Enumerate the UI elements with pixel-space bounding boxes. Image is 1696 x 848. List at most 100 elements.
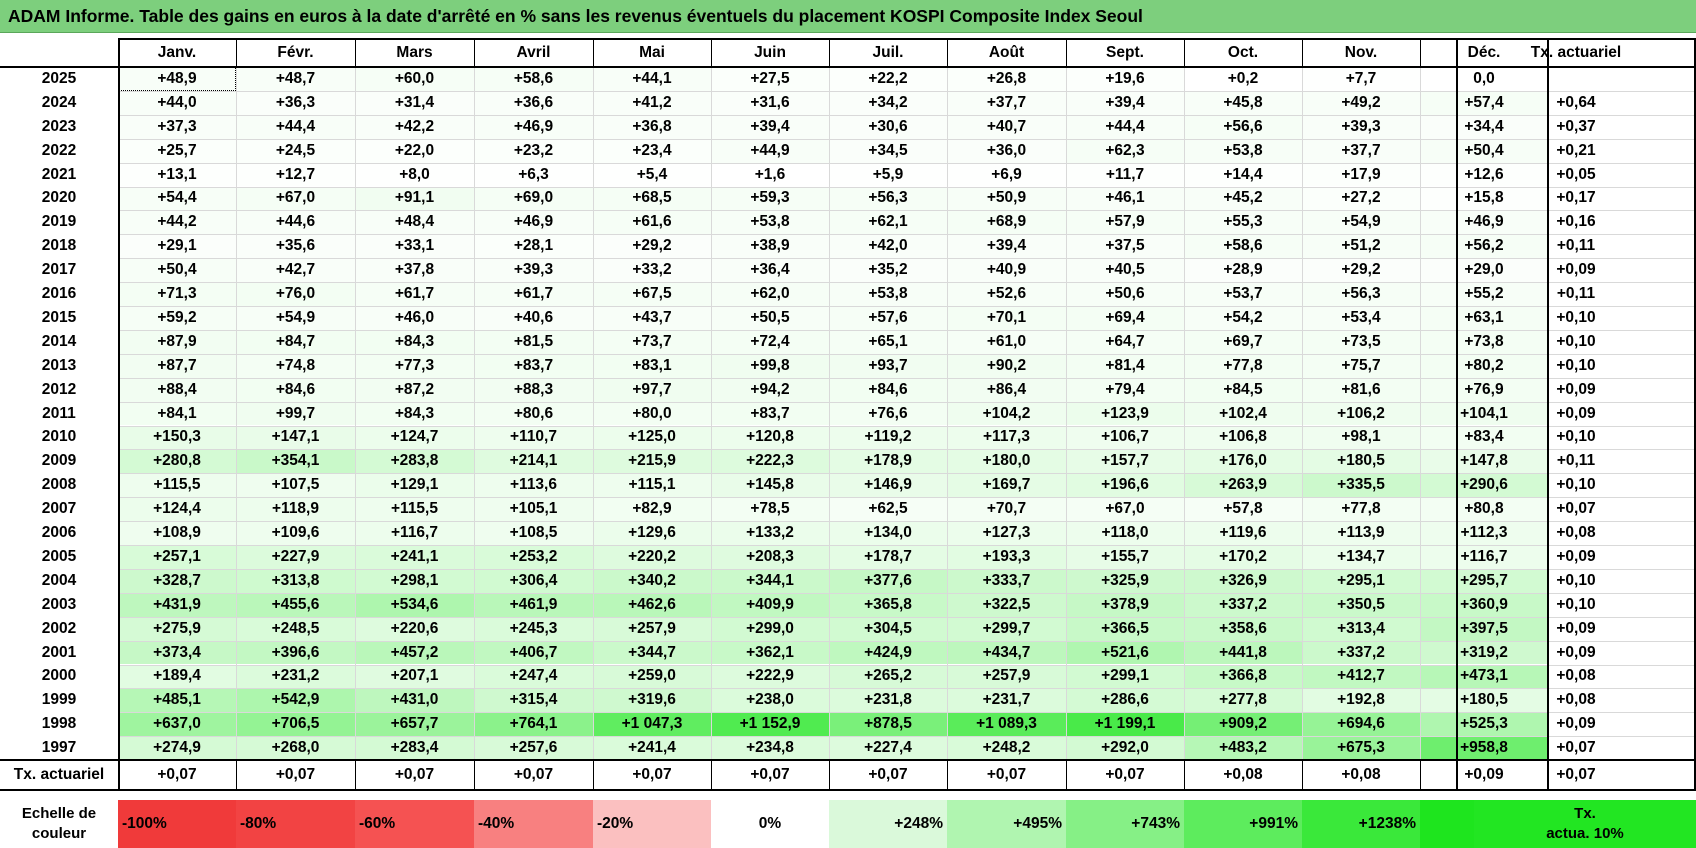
gain-cell: +70,1: [947, 306, 1066, 330]
table-border: [1420, 38, 1421, 67]
gain-cell: +91,1: [355, 186, 474, 211]
gain-cell: +333,7: [947, 568, 1066, 593]
gain-cell: +56,6: [1184, 114, 1302, 139]
table-border: [1302, 38, 1303, 67]
gain-cell: +1,6: [711, 162, 829, 187]
footer-rate: +0,07: [157, 766, 197, 784]
gain-cell: +27,5: [711, 67, 829, 91]
year-label: 2018: [41, 237, 77, 255]
gridline: [1456, 401, 1696, 403]
year-label: 2008: [41, 476, 77, 494]
gain-cell: +56,3: [829, 186, 947, 211]
gain-cell: +706,5: [236, 712, 355, 737]
gain-cell: +48,7: [236, 67, 355, 91]
gain-cell: +299,0: [711, 616, 829, 641]
color-scale-step: -80%: [236, 800, 355, 848]
gain-cell: +94,2: [711, 377, 829, 402]
gain-cell: +110,7: [474, 425, 593, 450]
gain-cell: +299,1: [1066, 664, 1184, 689]
gridline: [1456, 688, 1696, 690]
gain-cell: +104,1: [1420, 401, 1548, 426]
gain-cell: +58,6: [1184, 234, 1302, 259]
gridline: [1456, 353, 1696, 355]
gain-cell: +87,9: [118, 329, 236, 354]
rate-cell: +0,07: [1556, 500, 1596, 518]
year-label: 2005: [41, 547, 77, 565]
gain-cell: +263,9: [1184, 473, 1302, 498]
gridline: [1456, 114, 1696, 116]
table-border: [711, 38, 712, 67]
gain-cell: +325,9: [1066, 568, 1184, 593]
gain-cell: +214,1: [474, 449, 593, 474]
gain-cell: +72,4: [711, 329, 829, 354]
gridline: [118, 210, 1548, 212]
gain-cell: +193,3: [947, 545, 1066, 569]
year-label: 2017: [41, 261, 77, 279]
gain-cell: +82,9: [593, 497, 711, 522]
footer-rate: +0,07: [868, 766, 908, 784]
gain-cell: +117,3: [947, 425, 1066, 450]
year-label: 2020: [41, 189, 77, 207]
gain-cell: +76,0: [236, 282, 355, 306]
gain-cell: +134,7: [1302, 545, 1420, 569]
gain-cell: +48,4: [355, 210, 474, 235]
gridline: [118, 90, 1548, 92]
gain-cell: +31,4: [355, 90, 474, 115]
gridline: [118, 688, 1548, 690]
gain-cell: +62,0: [711, 282, 829, 306]
gain-cell: +29,1: [118, 234, 236, 259]
color-scale-step: +248%: [829, 800, 947, 848]
gridline: [1456, 497, 1696, 499]
month-header: Sept.: [1106, 43, 1144, 61]
gain-cell: +220,6: [355, 616, 474, 641]
year-label: 2012: [41, 380, 77, 398]
gain-cell: +39,3: [474, 258, 593, 283]
gain-cell: +457,2: [355, 640, 474, 665]
gain-cell: +313,4: [1302, 616, 1420, 641]
rate-cell: +0,10: [1556, 571, 1596, 589]
year-label: 2015: [41, 308, 77, 326]
gain-cell: +146,9: [829, 473, 947, 498]
gain-cell: +319,6: [593, 688, 711, 713]
gridline: [1456, 377, 1696, 379]
footer-border: [1456, 789, 1696, 791]
gridline: [118, 282, 1548, 284]
gain-cell: +19,6: [1066, 67, 1184, 91]
gain-cell: +358,6: [1184, 616, 1302, 641]
gain-cell: +29,2: [1302, 258, 1420, 283]
gain-cell: +50,4: [1420, 138, 1548, 163]
gain-cell: +40,5: [1066, 258, 1184, 283]
gain-cell: +295,1: [1302, 568, 1420, 593]
gain-cell: +36,4: [711, 258, 829, 283]
gain-cell: +115,5: [355, 497, 474, 522]
footer-border: [118, 760, 120, 790]
gain-cell: +37,3: [118, 114, 236, 139]
gain-cell: +299,7: [947, 616, 1066, 641]
gridline: [118, 377, 1548, 379]
gain-cell: +764,1: [474, 712, 593, 737]
table-border: [1184, 38, 1185, 67]
gain-cell: +286,6: [1066, 688, 1184, 713]
gain-cell: +14,4: [1184, 162, 1302, 187]
selected-cell[interactable]: [118, 67, 236, 91]
footer-rate: +0,07: [275, 766, 316, 784]
gain-cell: +69,7: [1184, 329, 1302, 354]
gain-cell: +108,9: [118, 521, 236, 545]
gain-cell: +231,7: [947, 688, 1066, 713]
gain-cell: +73,8: [1420, 329, 1548, 354]
gain-cell: +44,4: [1066, 114, 1184, 139]
gain-cell: +86,4: [947, 377, 1066, 402]
gain-cell: +147,8: [1420, 449, 1548, 474]
gain-cell: +57,6: [829, 306, 947, 330]
gain-cell: +222,9: [711, 664, 829, 689]
rate-cell: +0,08: [1556, 667, 1596, 685]
gain-cell: +84,1: [118, 401, 236, 426]
year-label: 2009: [41, 452, 77, 470]
footer-border: [1420, 760, 1421, 790]
gain-cell: +45,8: [1184, 90, 1302, 115]
gridline: [1456, 640, 1696, 642]
gain-cell: +41,2: [593, 90, 711, 115]
gain-cell: +107,5: [236, 473, 355, 498]
gain-cell: +50,9: [947, 186, 1066, 211]
gridline: [236, 67, 237, 761]
